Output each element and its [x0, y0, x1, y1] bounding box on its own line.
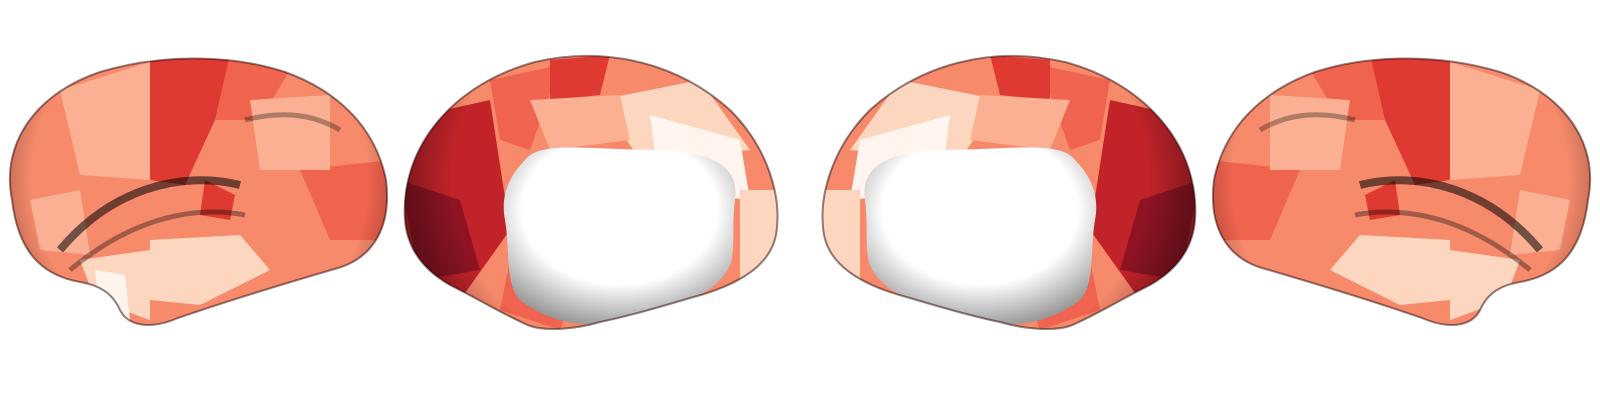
right-lateral-view: [1200, 0, 1600, 400]
left-medial-surface: [403, 55, 779, 330]
right-medial-view: [800, 0, 1200, 400]
outline: [1211, 57, 1592, 326]
shading: [9, 58, 388, 325]
left-lateral-surface: [8, 57, 389, 326]
right-medial-surface: [821, 55, 1197, 330]
left-lateral-view: [0, 0, 400, 400]
left-medial-view: [400, 0, 800, 400]
shading: [1212, 58, 1591, 325]
right-lateral-surface: [1211, 57, 1592, 326]
outline: [403, 55, 779, 330]
outline: [8, 57, 389, 326]
shading: [822, 55, 1196, 329]
shading: [404, 55, 778, 329]
outline: [821, 55, 1197, 330]
